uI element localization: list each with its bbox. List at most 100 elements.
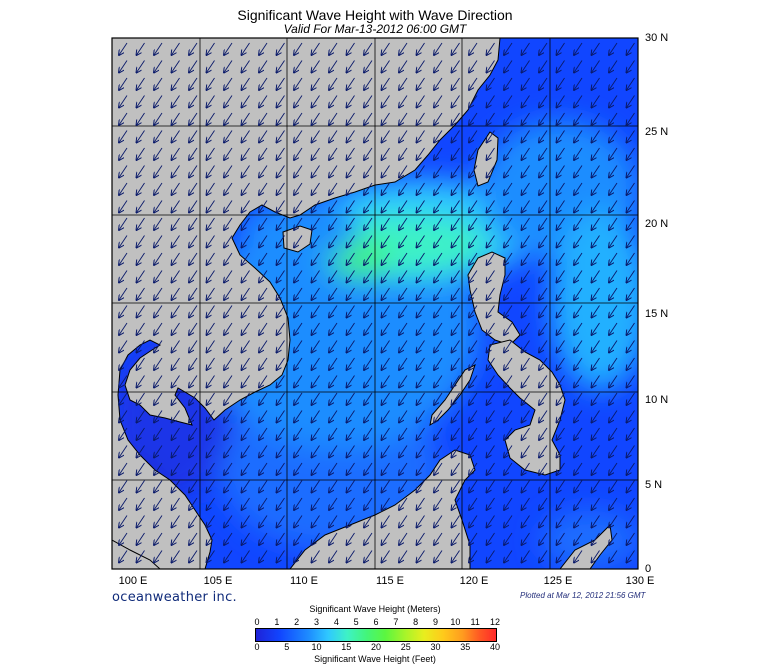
wave-direction-arrow xyxy=(259,182,268,195)
wave-direction-arrow xyxy=(539,392,548,405)
wave-direction-arrow xyxy=(487,42,495,55)
wave-direction-arrow xyxy=(574,340,583,353)
wave-direction-arrow xyxy=(137,462,145,475)
wave-direction-arrow xyxy=(522,550,530,563)
colorbar xyxy=(255,628,497,642)
wave-direction-arrow xyxy=(469,462,478,475)
wave-direction-arrow xyxy=(347,217,355,230)
wave-direction-arrows xyxy=(119,42,635,563)
wave-direction-arrow xyxy=(399,375,408,388)
wave-direction-arrow xyxy=(259,515,268,528)
wave-direction-arrow xyxy=(277,112,285,125)
wave-direction-arrow xyxy=(522,60,530,73)
wave-direction-arrow xyxy=(137,42,145,55)
wave-direction-arrow xyxy=(242,515,250,528)
wave-direction-arrow xyxy=(207,200,215,213)
wave-direction-arrow xyxy=(119,392,128,405)
wave-direction-arrow xyxy=(417,550,425,563)
wave-direction-arrow xyxy=(172,340,180,353)
colorbar-title-meters: Significant Wave Height (Meters) xyxy=(309,604,441,614)
wave-direction-arrow xyxy=(609,480,618,493)
wave-direction-arrow xyxy=(399,200,408,213)
wave-direction-arrow xyxy=(434,410,443,423)
wave-direction-arrow xyxy=(574,252,583,265)
wave-direction-arrow xyxy=(504,375,513,388)
wave-direction-arrow xyxy=(399,462,408,475)
wave-direction-arrow xyxy=(224,305,233,318)
wave-direction-arrow xyxy=(224,322,233,335)
wave-direction-arrow xyxy=(154,427,163,440)
wave-direction-arrow xyxy=(574,392,583,405)
wave-direction-arrow xyxy=(382,515,390,528)
wave-direction-arrow xyxy=(469,165,478,178)
wave-direction-arrow xyxy=(329,357,338,370)
wave-direction-arrow xyxy=(504,322,513,335)
wave-direction-arrow xyxy=(627,200,635,213)
wave-direction-arrow xyxy=(557,375,565,388)
wave-direction-arrow xyxy=(189,182,198,195)
wave-direction-arrow xyxy=(329,515,338,528)
wave-direction-arrow xyxy=(434,550,443,563)
wave-direction-arrow xyxy=(364,252,373,265)
wave-direction-arrow xyxy=(224,200,233,213)
wave-direction-arrow xyxy=(224,42,233,55)
wave-direction-arrow xyxy=(609,130,618,143)
wave-direction-arrow xyxy=(137,427,145,440)
wave-direction-arrow xyxy=(487,305,495,318)
wave-direction-arrow xyxy=(119,235,128,248)
wave-direction-arrow xyxy=(557,410,565,423)
wave-direction-arrow xyxy=(242,165,250,178)
wave-direction-arrow xyxy=(329,375,338,388)
colorbar-feet-tick: 15 xyxy=(341,642,352,652)
wave-direction-arrow xyxy=(119,95,128,108)
wave-direction-arrow xyxy=(294,550,303,563)
wave-direction-arrow xyxy=(627,497,635,510)
wave-direction-arrow xyxy=(207,340,215,353)
wave-direction-arrow xyxy=(172,235,180,248)
wave-direction-arrow xyxy=(119,182,128,195)
wave-direction-arrow xyxy=(329,112,338,125)
hainan-island xyxy=(282,225,313,253)
wave-direction-arrow xyxy=(207,112,215,125)
wave-direction-arrow xyxy=(417,410,425,423)
wave-direction-arrow xyxy=(504,42,513,55)
wave-direction-arrow xyxy=(189,375,198,388)
wave-direction-arrow xyxy=(242,462,250,475)
wave-direction-arrow xyxy=(312,42,320,55)
wave-direction-arrow xyxy=(294,357,303,370)
wave-direction-arrow xyxy=(382,357,390,370)
wave-direction-arrow xyxy=(347,322,355,335)
wave-direction-arrow xyxy=(189,462,198,475)
wave-direction-arrow xyxy=(154,287,163,300)
wave-direction-arrow xyxy=(557,200,565,213)
wave-direction-arrow xyxy=(119,42,128,55)
wave-direction-arrow xyxy=(294,515,303,528)
wave-direction-arrow xyxy=(207,427,215,440)
wave-direction-arrow xyxy=(592,480,600,493)
wave-direction-arrow xyxy=(574,42,583,55)
wave-direction-arrow xyxy=(154,532,163,545)
wave-direction-arrow xyxy=(592,252,600,265)
wave-direction-arrow xyxy=(347,95,355,108)
wave-direction-arrow xyxy=(119,375,128,388)
wave-direction-arrow xyxy=(382,340,390,353)
wave-direction-arrow xyxy=(574,550,583,563)
wave-direction-arrow xyxy=(154,252,163,265)
wave-direction-arrow xyxy=(434,182,443,195)
wave-direction-arrow xyxy=(469,112,478,125)
wave-direction-arrow xyxy=(487,165,495,178)
wave-direction-arrow xyxy=(504,217,513,230)
wave-direction-arrow xyxy=(189,287,198,300)
wave-direction-arrow xyxy=(382,235,390,248)
wave-direction-arrow xyxy=(329,147,338,160)
wave-direction-arrow xyxy=(277,200,285,213)
wave-direction-arrow xyxy=(627,270,635,283)
wave-direction-arrow xyxy=(609,392,618,405)
wave-direction-arrow xyxy=(382,147,390,160)
wave-direction-arrow xyxy=(347,515,355,528)
wave-direction-arrow xyxy=(347,235,355,248)
colorbar-meter-tick: 6 xyxy=(373,617,379,627)
wave-direction-arrow xyxy=(277,410,285,423)
wave-direction-arrow xyxy=(417,77,425,90)
wave-direction-arrow xyxy=(399,497,408,510)
